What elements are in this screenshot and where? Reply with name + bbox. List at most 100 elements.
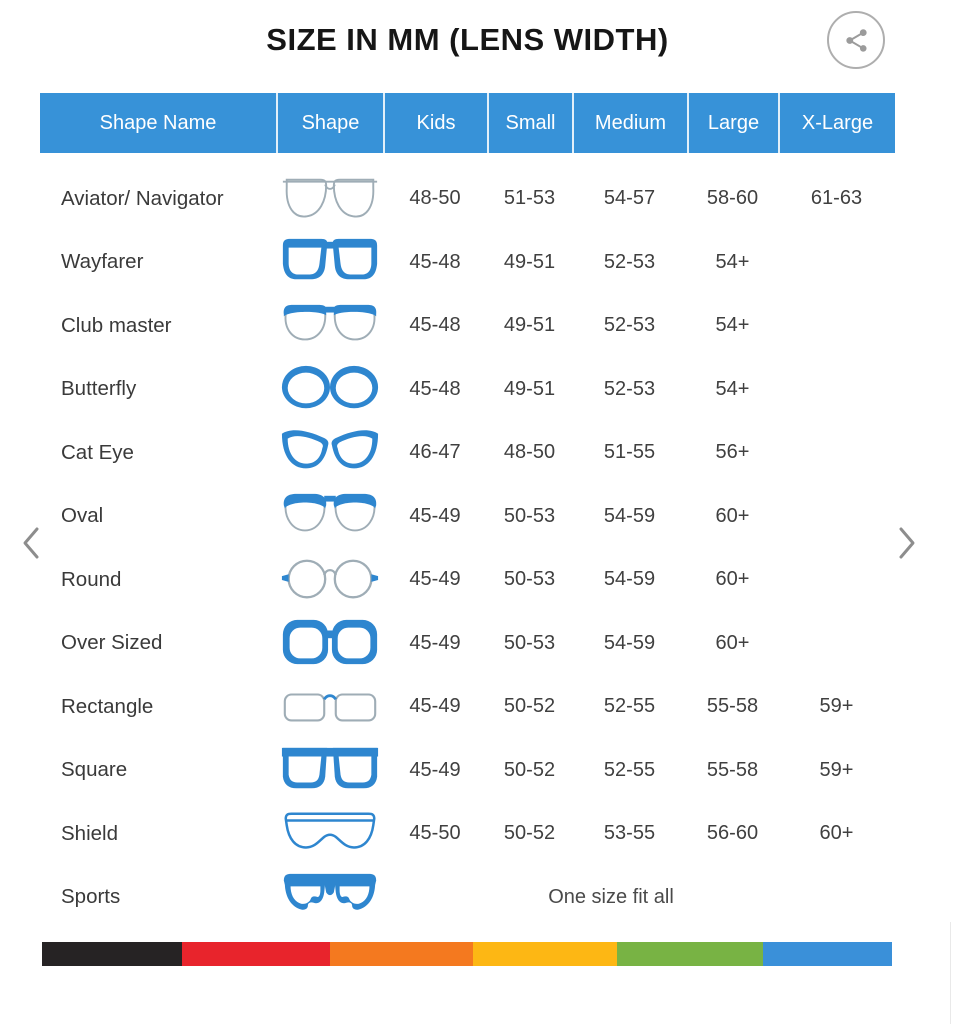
small-value: 50-52	[503, 758, 556, 781]
large-value: 60+	[715, 631, 750, 654]
shape-name: Over Sized	[61, 631, 163, 655]
medium-value: 53-55	[603, 822, 656, 845]
medium-value: 52-53	[603, 314, 656, 337]
shape-name: Round	[61, 567, 122, 591]
table-row: Rectangle 45-49 50-52 52-55 55-58 59+	[40, 675, 895, 739]
table-row: Butterfly 45-48 49-51 52-53 54+	[40, 358, 895, 422]
wayfarer-glasses-icon	[276, 231, 383, 295]
kids-value: 45-49	[409, 504, 461, 527]
column-header-large: Large	[687, 93, 778, 153]
xlarge-value: 59+	[819, 695, 854, 718]
medium-value: 54-59	[603, 568, 656, 591]
shape-name: Sports	[61, 885, 121, 909]
carousel-next-button[interactable]	[894, 524, 920, 562]
rectangle-glasses-icon	[276, 675, 383, 739]
kids-value: 45-48	[409, 314, 461, 337]
shape-name: Rectangle	[61, 694, 154, 718]
cateye-glasses-icon	[276, 421, 383, 485]
column-header-small: Small	[487, 93, 572, 153]
kids-value: 45-48	[409, 250, 461, 273]
kids-value: 45-50	[409, 822, 461, 845]
table-row: Round 45-49 50-53 54-59 60+	[40, 548, 895, 612]
shape-name: Shield	[61, 821, 118, 845]
color-bar-segment	[330, 942, 473, 966]
table-row: Aviator/ Navigator 48-50 51-53 54-57 58-…	[40, 167, 895, 231]
column-header-kids: Kids	[383, 93, 487, 153]
oversized-glasses-icon	[276, 612, 383, 676]
shape-name: Oval	[61, 504, 104, 528]
table-row: Oval 45-49 50-53 54-59 60+	[40, 485, 895, 549]
medium-value: 52-55	[603, 695, 656, 718]
table-header-row: Shape Name Shape Kids Small Medium Large…	[40, 93, 895, 153]
share-button[interactable]	[827, 11, 885, 69]
column-header-medium: Medium	[572, 93, 687, 153]
page-edge-divider	[950, 922, 951, 1024]
medium-value: 52-53	[603, 250, 656, 273]
large-value: 54+	[715, 314, 750, 337]
xlarge-value	[778, 421, 895, 485]
xlarge-value: 59+	[819, 758, 854, 781]
table-row: Shield 45-50 50-52 53-55 56-60 60+	[40, 802, 895, 866]
xlarge-value	[778, 485, 895, 549]
medium-value: 54-57	[603, 187, 656, 210]
xlarge-value	[778, 612, 895, 676]
kids-value: 45-48	[409, 377, 461, 400]
square-glasses-icon	[276, 739, 383, 803]
xlarge-value	[778, 358, 895, 422]
large-value: 54+	[715, 377, 750, 400]
small-value: 50-52	[503, 822, 556, 845]
large-value: 56-60	[706, 822, 759, 845]
medium-value: 52-53	[603, 377, 656, 400]
large-value: 58-60	[706, 187, 759, 210]
kids-value: 46-47	[409, 441, 461, 464]
chevron-left-icon	[20, 526, 42, 560]
small-value: 48-50	[503, 441, 556, 464]
chevron-right-icon	[896, 526, 918, 560]
small-value: 50-53	[503, 568, 556, 591]
shape-name: Butterfly	[61, 377, 137, 401]
large-value: 54+	[715, 250, 750, 273]
medium-value: 51-55	[603, 441, 656, 464]
small-value: 49-51	[503, 250, 556, 273]
shape-name: Club master	[61, 313, 172, 337]
column-header-xlarge: X-Large	[778, 93, 895, 153]
medium-value: 54-59	[603, 631, 656, 654]
small-value: 51-53	[503, 187, 556, 210]
medium-value: 54-59	[603, 504, 656, 527]
large-value: 60+	[715, 568, 750, 591]
xlarge-value	[778, 231, 895, 295]
table-row: Sports One size fit all	[40, 866, 895, 930]
small-value: 50-53	[503, 504, 556, 527]
xlarge-value	[778, 294, 895, 358]
kids-value: 45-49	[409, 631, 461, 654]
shape-name: Aviator/ Navigator	[61, 186, 224, 210]
medium-value: 52-55	[603, 758, 656, 781]
large-value: 55-58	[706, 695, 759, 718]
share-icon	[843, 27, 870, 54]
color-bar-segment	[42, 942, 182, 966]
large-value: 55-58	[706, 758, 759, 781]
large-value: 60+	[715, 504, 750, 527]
oval-glasses-icon	[276, 485, 383, 549]
shape-name: Square	[61, 758, 128, 782]
table-row: Square 45-49 50-52 52-55 55-58 59+	[40, 739, 895, 803]
small-value: 49-51	[503, 377, 556, 400]
one-size-note: One size fit all	[548, 885, 674, 908]
shape-name: Wayfarer	[61, 250, 144, 274]
xlarge-value: 60+	[819, 822, 854, 845]
column-header-shape: Shape	[276, 93, 383, 153]
color-bar-segment	[182, 942, 330, 966]
clubmaster-glasses-icon	[276, 294, 383, 358]
xlarge-value: 61-63	[810, 187, 863, 210]
carousel-prev-button[interactable]	[18, 524, 44, 562]
aviator-glasses-icon	[276, 167, 383, 231]
small-value: 50-53	[503, 631, 556, 654]
large-value: 56+	[715, 441, 750, 464]
brand-color-bar	[42, 942, 892, 966]
shield-glasses-icon	[276, 802, 383, 866]
xlarge-value	[778, 548, 895, 612]
round-glasses-icon	[276, 548, 383, 612]
color-bar-segment	[473, 942, 617, 966]
color-bar-segment	[617, 942, 763, 966]
kids-value: 48-50	[409, 187, 461, 210]
